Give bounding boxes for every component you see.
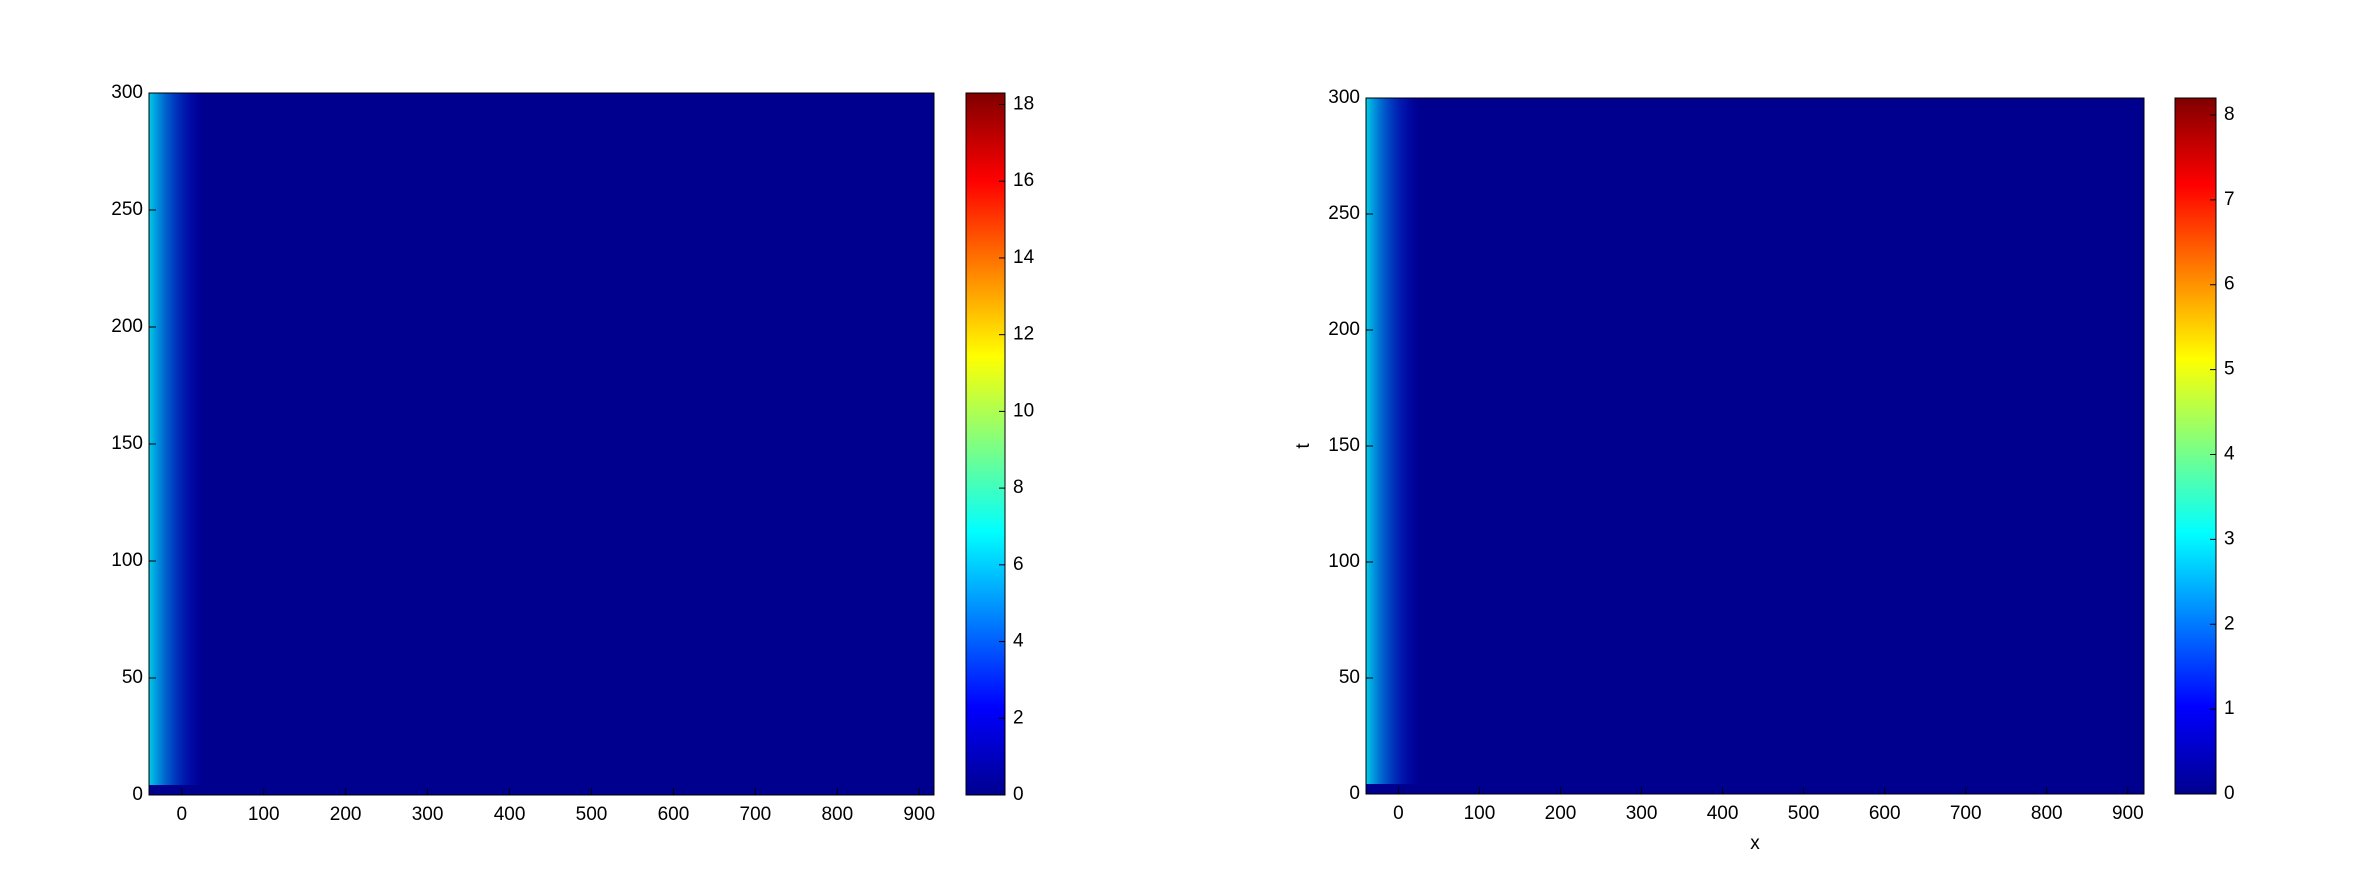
y-tick-label: 0	[1349, 783, 1360, 804]
colorbar-tick-label: 6	[1013, 554, 1024, 575]
x-tick-label: 900	[2112, 803, 2144, 824]
colorbar-tick-label: 4	[1013, 631, 1024, 652]
x-tick-label: 800	[2031, 803, 2063, 824]
colorbar-tick-label: 2	[2224, 613, 2235, 634]
x-tick-label: 300	[1626, 803, 1658, 824]
heatmap-edge	[149, 93, 204, 785]
colorbar-tick-label: 14	[1013, 247, 1035, 268]
y-tick-label: 100	[111, 550, 143, 571]
y-tick-label: 200	[111, 316, 143, 337]
colorbar-tick-label: 3	[2224, 528, 2235, 549]
y-axis-label: t	[1293, 443, 1314, 449]
colorbar-tick-label: 5	[2224, 359, 2235, 380]
y-tick-label: 300	[1328, 87, 1360, 108]
x-tick-label: 500	[576, 804, 608, 825]
y-tick-label: 100	[1328, 551, 1360, 572]
colorbar-tick-label: 12	[1013, 324, 1034, 345]
colorbar-tick-label: 6	[2224, 274, 2235, 295]
y-tick-label: 50	[1339, 667, 1360, 688]
colorbar-tick-label: 8	[1013, 477, 1024, 498]
y-tick-label: 0	[132, 784, 143, 805]
heatmap-field	[1366, 98, 2144, 794]
x-tick-label: 0	[176, 804, 187, 825]
y-tick-label: 300	[111, 82, 143, 103]
x-tick-label: 600	[1869, 803, 1901, 824]
colorbar-tick-label: 1	[2224, 698, 2235, 719]
x-tick-label: 700	[740, 804, 772, 825]
y-tick-label: 250	[1328, 203, 1360, 224]
y-tick-label: 250	[111, 199, 143, 220]
colorbar-tick-label: 8	[2224, 104, 2235, 125]
colorbar	[965, 92, 1006, 796]
colorbar	[2174, 97, 2217, 795]
x-tick-label: 100	[1464, 803, 1496, 824]
x-tick-label: 700	[1950, 803, 1982, 824]
x-tick-label: 100	[248, 804, 280, 825]
colorbar-tick-label: 0	[2224, 783, 2235, 804]
x-tick-label: 500	[1788, 803, 1820, 824]
x-tick-label: 200	[330, 804, 362, 825]
colorbar-tick-label: 18	[1013, 94, 1034, 115]
colorbar-tick-label: 4	[2224, 444, 2235, 465]
heatmap-field	[149, 93, 934, 795]
x-tick-label: 400	[494, 804, 526, 825]
x-tick-label: 900	[903, 804, 935, 825]
colorbar-tick-label: 0	[1013, 784, 1024, 805]
y-tick-label: 200	[1328, 319, 1360, 340]
x-tick-label: 800	[821, 804, 853, 825]
heatmap-edge	[1366, 98, 1421, 784]
y-tick-label: 150	[111, 433, 143, 454]
y-tick-label: 150	[1328, 435, 1360, 456]
x-tick-label: 400	[1707, 803, 1739, 824]
colorbar-tick-label: 2	[1013, 707, 1024, 728]
x-tick-label: 0	[1393, 803, 1404, 824]
colorbar-tick-label: 7	[2224, 189, 2235, 210]
colorbar-tick-label: 10	[1013, 400, 1034, 421]
y-tick-label: 50	[122, 667, 143, 688]
x-tick-label: 300	[412, 804, 444, 825]
colorbar-tick-label: 16	[1013, 170, 1034, 191]
x-tick-label: 200	[1545, 803, 1577, 824]
x-tick-label: 600	[658, 804, 690, 825]
x-axis-label: x	[1750, 833, 1760, 854]
